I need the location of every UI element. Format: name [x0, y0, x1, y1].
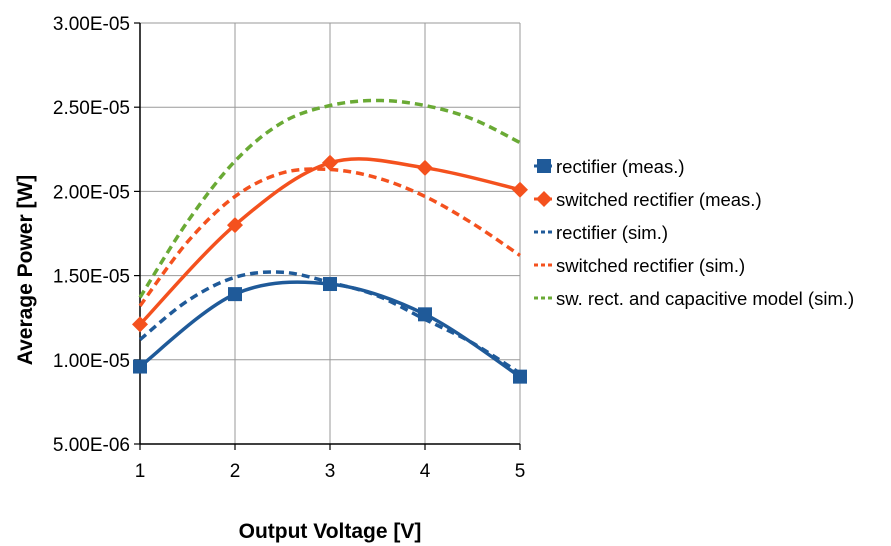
- legend-label: rectifier (sim.): [556, 222, 668, 243]
- legend-item-1: rectifier (meas.): [534, 156, 685, 177]
- data-point-diamond: [132, 316, 148, 333]
- y-tick-label: 3.00E-05: [53, 14, 130, 35]
- legend-label: switched rectifier (meas.): [556, 189, 762, 210]
- data-point-diamond: [417, 159, 433, 176]
- legend-item-3: rectifier (sim.): [534, 222, 668, 243]
- data-point-diamond: [512, 181, 528, 198]
- legend-marker: [536, 191, 552, 207]
- legend-item-2: switched rectifier (meas.): [534, 189, 762, 210]
- x-tick-label: 3: [325, 461, 336, 482]
- y-tick-label: 2.00E-05: [53, 182, 130, 203]
- x-tick-label: 2: [230, 461, 241, 482]
- y-tick-label: 1.50E-05: [53, 267, 130, 288]
- data-point-square: [323, 277, 337, 292]
- data-point-diamond: [227, 217, 243, 234]
- data-point-square: [418, 307, 432, 322]
- y-tick-label: 1.00E-05: [53, 351, 130, 372]
- legend-label: sw. rect. and capacitive model (sim.): [556, 288, 854, 309]
- legend-marker: [537, 159, 551, 173]
- tick-labels: 1 2 3 4 5 5.00E-06 1.00E-05 1.50E-05 2.00E-05 2.5…: [53, 14, 525, 482]
- legend-label: switched rectifier (sim.): [556, 255, 745, 276]
- y-axis-label: Average Power [W]: [14, 175, 37, 366]
- legend-item-4: switched rectifier (sim.): [534, 255, 745, 276]
- x-tick-label: 4: [420, 461, 431, 482]
- data-point-diamond: [322, 154, 338, 171]
- series-line-5: [138, 98, 521, 299]
- x-tick-label: 5: [515, 461, 526, 482]
- data-point-square: [133, 359, 147, 374]
- y-tick-label: 5.00E-06: [53, 435, 130, 456]
- x-axis-label: Output Voltage [V]: [239, 520, 422, 543]
- y-tick-label: 2.50E-05: [53, 98, 130, 119]
- legend-label: rectifier (meas.): [556, 156, 685, 177]
- legend-item-5: sw. rect. and capacitive model (sim.): [534, 288, 854, 309]
- axes: [134, 22, 521, 450]
- series-layer: [132, 98, 528, 384]
- x-tick-label: 1: [135, 461, 146, 482]
- data-point-square: [228, 287, 242, 302]
- series-line-4: [138, 167, 521, 307]
- data-point-square: [513, 369, 527, 384]
- legend: rectifier (meas.) switched rectifier (mea…: [534, 156, 854, 309]
